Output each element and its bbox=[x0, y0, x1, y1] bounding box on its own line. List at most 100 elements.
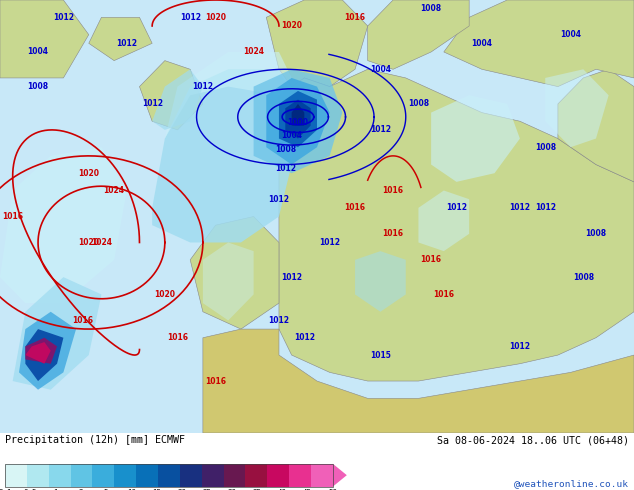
Polygon shape bbox=[152, 69, 203, 130]
Bar bbox=[5, 464, 27, 487]
Text: 1012: 1012 bbox=[319, 238, 340, 247]
Text: 45: 45 bbox=[303, 489, 312, 490]
Text: 1012: 1012 bbox=[192, 82, 214, 91]
Text: 40: 40 bbox=[278, 489, 287, 490]
Text: 2: 2 bbox=[79, 489, 83, 490]
Text: 1004: 1004 bbox=[471, 39, 493, 48]
Text: 25: 25 bbox=[202, 489, 211, 490]
Text: 1012: 1012 bbox=[179, 13, 201, 22]
Polygon shape bbox=[139, 61, 203, 130]
Polygon shape bbox=[152, 69, 292, 243]
Polygon shape bbox=[266, 78, 330, 165]
Text: @weatheronline.co.uk: @weatheronline.co.uk bbox=[514, 479, 629, 488]
Bar bbox=[27, 464, 49, 487]
Polygon shape bbox=[203, 243, 254, 320]
Polygon shape bbox=[0, 0, 89, 78]
Text: 15: 15 bbox=[152, 489, 161, 490]
Bar bbox=[268, 464, 289, 487]
Polygon shape bbox=[279, 69, 634, 381]
Polygon shape bbox=[279, 91, 317, 147]
Text: 1020: 1020 bbox=[154, 290, 176, 299]
Polygon shape bbox=[25, 329, 63, 381]
Text: 0.5: 0.5 bbox=[23, 489, 37, 490]
Bar bbox=[180, 464, 202, 487]
Text: 1020: 1020 bbox=[78, 238, 100, 247]
Polygon shape bbox=[558, 69, 634, 182]
Polygon shape bbox=[254, 69, 342, 173]
Text: 1008: 1008 bbox=[585, 229, 607, 238]
Polygon shape bbox=[418, 191, 469, 251]
Text: 1008: 1008 bbox=[420, 4, 442, 13]
Polygon shape bbox=[13, 277, 101, 390]
Text: 1016: 1016 bbox=[72, 316, 93, 325]
Text: 1008: 1008 bbox=[275, 146, 296, 154]
Polygon shape bbox=[190, 217, 279, 329]
Text: 1020: 1020 bbox=[205, 13, 226, 22]
Bar bbox=[70, 464, 93, 487]
Text: 1012: 1012 bbox=[268, 316, 290, 325]
Polygon shape bbox=[89, 17, 152, 61]
Text: 50: 50 bbox=[328, 489, 337, 490]
Text: 0.1: 0.1 bbox=[0, 489, 12, 490]
Polygon shape bbox=[545, 69, 609, 147]
Text: 5: 5 bbox=[104, 489, 108, 490]
Text: 1004: 1004 bbox=[560, 30, 581, 39]
Text: 35: 35 bbox=[253, 489, 262, 490]
Text: 1012: 1012 bbox=[370, 125, 391, 134]
Text: 1012: 1012 bbox=[268, 195, 290, 204]
Polygon shape bbox=[444, 0, 634, 87]
Polygon shape bbox=[292, 104, 304, 125]
Text: 1012: 1012 bbox=[116, 39, 138, 48]
Text: 1024: 1024 bbox=[91, 238, 112, 247]
Text: 30: 30 bbox=[228, 489, 236, 490]
Text: Precipitation (12h) [mm] ECMWF: Precipitation (12h) [mm] ECMWF bbox=[5, 435, 185, 445]
Text: 1015: 1015 bbox=[370, 350, 391, 360]
Bar bbox=[158, 464, 180, 487]
Text: 1016: 1016 bbox=[167, 333, 188, 342]
Polygon shape bbox=[285, 99, 311, 139]
Text: 1016: 1016 bbox=[205, 376, 226, 386]
Text: 1012: 1012 bbox=[446, 203, 467, 212]
Bar bbox=[289, 464, 311, 487]
Text: 1016: 1016 bbox=[420, 255, 442, 264]
Bar bbox=[202, 464, 224, 487]
Text: 1012: 1012 bbox=[294, 333, 315, 342]
Bar bbox=[245, 464, 268, 487]
Text: 1016: 1016 bbox=[344, 203, 366, 212]
Text: 1012: 1012 bbox=[275, 164, 296, 172]
Bar bbox=[311, 464, 333, 487]
Polygon shape bbox=[266, 0, 368, 87]
Text: 1024: 1024 bbox=[243, 48, 264, 56]
Text: 1000: 1000 bbox=[287, 118, 309, 126]
Text: 1004: 1004 bbox=[370, 65, 391, 74]
Bar bbox=[5, 464, 333, 487]
Text: 1008: 1008 bbox=[534, 143, 556, 152]
Polygon shape bbox=[165, 52, 292, 139]
Text: 1012: 1012 bbox=[509, 342, 531, 351]
Polygon shape bbox=[333, 464, 347, 487]
Text: 1020: 1020 bbox=[281, 22, 302, 30]
Bar bbox=[49, 464, 70, 487]
Text: 1: 1 bbox=[53, 489, 58, 490]
Text: 1012: 1012 bbox=[281, 272, 302, 282]
Text: 1016: 1016 bbox=[344, 13, 366, 22]
Text: 1012: 1012 bbox=[534, 203, 556, 212]
Polygon shape bbox=[292, 78, 330, 104]
Polygon shape bbox=[25, 342, 51, 364]
Polygon shape bbox=[368, 0, 469, 69]
Polygon shape bbox=[25, 338, 57, 364]
Text: 1008: 1008 bbox=[27, 82, 49, 91]
Text: 1004: 1004 bbox=[281, 131, 302, 141]
Bar bbox=[136, 464, 158, 487]
Polygon shape bbox=[19, 312, 76, 390]
Text: 1012: 1012 bbox=[53, 13, 74, 22]
Bar bbox=[93, 464, 114, 487]
Text: 10: 10 bbox=[127, 489, 136, 490]
Bar bbox=[224, 464, 245, 487]
Bar bbox=[114, 464, 136, 487]
Text: Sa 08-06-2024 18..06 UTC (06+48): Sa 08-06-2024 18..06 UTC (06+48) bbox=[437, 435, 629, 445]
Polygon shape bbox=[0, 147, 127, 303]
Text: 1004: 1004 bbox=[27, 48, 49, 56]
Text: 1016: 1016 bbox=[2, 212, 23, 221]
Text: 1016: 1016 bbox=[382, 186, 404, 195]
